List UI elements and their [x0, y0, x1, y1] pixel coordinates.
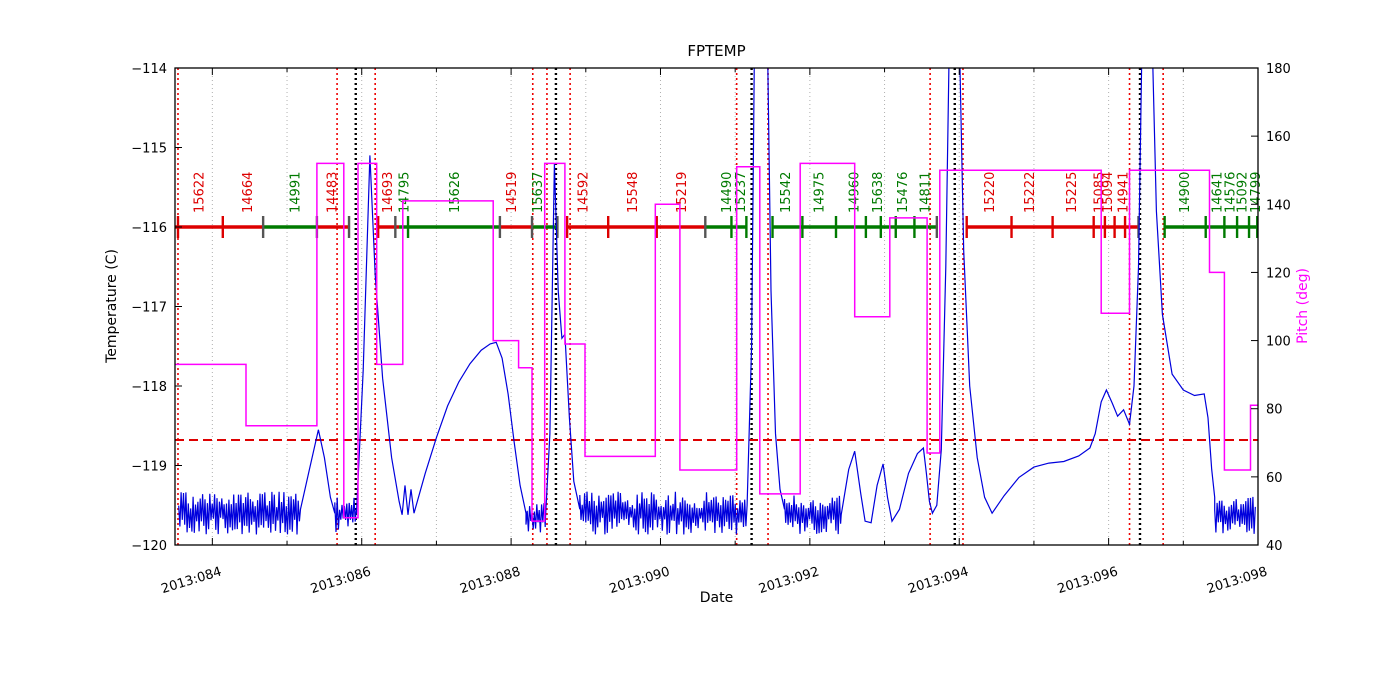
obsid-label: 14576: [1223, 172, 1238, 213]
obsid-label: 15548: [626, 172, 641, 213]
x-tick-label: 2013:084: [160, 564, 224, 597]
x-tick-label: 2013:092: [757, 564, 821, 597]
obs-labels: 15622 14664 14991 14483 14693 14795 15626 14519…: [193, 172, 1264, 213]
obsid-label: 15638: [871, 172, 886, 213]
obsid-label: 15220: [983, 172, 998, 213]
tick-labels: 2013:084 2013:086 2013:088 2013:090 2013:092…: [131, 62, 1291, 597]
pitch-line: [175, 162, 1258, 522]
obsid-label: 15225: [1065, 172, 1080, 213]
obsid-label: 14664: [241, 172, 256, 213]
y-left-tick-label: −116: [131, 221, 167, 236]
y-left-tick-label: −120: [131, 539, 167, 554]
obsid-label: 15085: [1093, 172, 1108, 213]
y-right-tick-label: 80: [1266, 403, 1283, 418]
x-tick-label: 2013:098: [1205, 564, 1269, 597]
x-tick-label: 2013:086: [309, 564, 373, 597]
y-right-tick-label: 160: [1266, 130, 1291, 145]
pitch-series: [175, 162, 1258, 522]
obsid-label: 14519: [505, 172, 520, 213]
obsid-label: 14799: [1249, 172, 1264, 213]
obsid-label: 15092: [1235, 172, 1250, 213]
y-left-tick-label: −115: [131, 142, 167, 157]
chart-title: FPTEMP: [687, 42, 746, 60]
obsid-label: 15476: [896, 172, 911, 213]
obsid-label: 14795: [397, 172, 412, 213]
temperature-series: [178, 68, 1256, 535]
obsid-label: 15222: [1023, 172, 1038, 213]
event-vlines: [177, 68, 1164, 545]
obsid-label: 14641: [1211, 172, 1226, 213]
obsid-label: 14811: [919, 172, 934, 213]
y-right-tick-label: 100: [1266, 335, 1291, 350]
obsid-label: 14490: [720, 172, 735, 213]
axis-ticks: [175, 67, 1259, 546]
obsid-label: 14483: [326, 172, 341, 213]
temperature-line: [178, 68, 1256, 535]
obsid-label: 15622: [193, 172, 208, 213]
obsid-label: 15637: [531, 172, 546, 213]
obsid-label: 14693: [381, 172, 396, 213]
y-left-tick-label: −118: [131, 380, 167, 395]
y-left-tick-label: −114: [131, 62, 167, 77]
x-axis-label-date: Date: [699, 590, 734, 606]
obsid-label: 14975: [813, 172, 828, 213]
y-right-tick-label: 180: [1266, 62, 1291, 77]
obsid-label: 14900: [1178, 172, 1193, 213]
obsid-label: 14592: [577, 172, 592, 213]
y-left-tick-label: −119: [131, 460, 167, 475]
y-right-tick-label: 60: [1266, 471, 1283, 486]
y-right-tick-label: 120: [1266, 266, 1291, 281]
obsid-label: 15542: [779, 172, 794, 213]
x-tick-label: 2013:088: [458, 564, 522, 597]
y-right-tick-label: 140: [1266, 198, 1291, 213]
obsid-label: 15219: [675, 172, 690, 213]
obsid-label: 15626: [448, 172, 463, 213]
y-left-tick-label: −117: [131, 301, 167, 316]
obsid-label: 15094: [1101, 172, 1116, 213]
x-tick-label: 2013:094: [906, 564, 970, 597]
obsid-label: 15237: [734, 172, 749, 213]
x-tick-label: 2013:096: [1056, 564, 1120, 597]
obsid-label: 14941: [1117, 172, 1132, 213]
obsid-label: 14991: [288, 172, 303, 213]
y-right-tick-label: 40: [1266, 539, 1283, 554]
x-tick-label: 2013:090: [608, 564, 672, 597]
